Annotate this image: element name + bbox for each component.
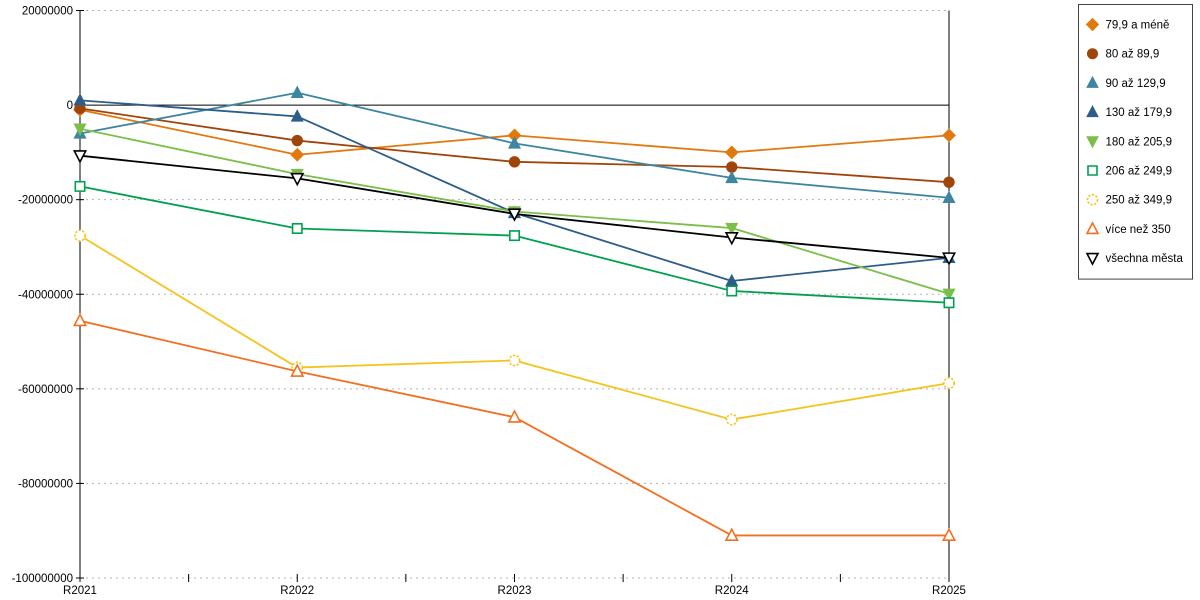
series-marker-triangle-down	[1085, 252, 1100, 266]
series-marker-circle	[508, 354, 521, 367]
y-tick-label: 0	[67, 100, 73, 112]
x-tick-label: R2024	[715, 585, 749, 597]
series-marker-triangle-up	[73, 93, 87, 106]
x-tick-label: R2025	[932, 585, 966, 597]
series-marker-triangle-up	[1086, 75, 1099, 88]
series-marker-triangle-up	[290, 85, 304, 98]
legend-item: 180 až 205,9	[1086, 136, 1173, 149]
legend-item: 90 až 129,9	[1086, 75, 1166, 90]
series-marker-circle	[74, 229, 87, 242]
series-marker-square	[1087, 165, 1098, 176]
series-marker-triangle-down	[724, 232, 739, 246]
legend-item: 130 až 179,9	[1086, 105, 1173, 119]
series-marker-diamond	[1085, 17, 1100, 32]
legend-item: všechna města	[1085, 252, 1184, 266]
series-marker-triangle-down	[1086, 136, 1099, 149]
legend-label: 130 až 179,9	[1106, 107, 1173, 119]
series-marker-circle	[508, 156, 521, 168]
series-marker-triangle-up	[72, 312, 88, 327]
y-tick-label: -60000000	[18, 384, 73, 396]
legend-label: 250 až 349,9	[1106, 195, 1173, 207]
series-6	[74, 229, 955, 426]
series-marker-square	[509, 230, 520, 242]
series-marker-triangle-down	[942, 288, 956, 302]
x-tick-label: R2022	[280, 585, 314, 597]
series-marker-triangle-up	[1085, 221, 1100, 235]
series-line	[79, 234, 950, 421]
series-marker-circle	[943, 176, 955, 188]
series-marker-triangle-down	[290, 172, 305, 187]
series-marker-diamond	[942, 128, 956, 143]
series-marker-triangle-up	[290, 363, 305, 377]
legend-label: všechna města	[1106, 253, 1184, 265]
x-tick-label: R2023	[498, 585, 532, 597]
legend-item: 79,9 a méně	[1085, 17, 1170, 32]
series-marker-triangle-up	[507, 136, 522, 149]
series-marker-square	[943, 297, 955, 309]
series-marker-triangle-up	[941, 527, 957, 541]
series-7	[72, 312, 957, 541]
series-marker-triangle-up	[1086, 105, 1099, 118]
series-8	[72, 150, 957, 266]
series-marker-square	[291, 223, 303, 235]
series-marker-circle	[1086, 193, 1099, 206]
series-marker-diamond	[290, 147, 305, 162]
legend-label: 79,9 a méně	[1106, 20, 1170, 32]
series-marker-circle	[942, 377, 955, 390]
series-marker-triangle-down	[507, 208, 522, 222]
series-marker-diamond	[724, 145, 739, 160]
series-0	[73, 102, 956, 162]
legend-item: 250 až 349,9	[1086, 193, 1173, 207]
legend-label: 80 až 89,9	[1106, 49, 1160, 61]
series-3	[73, 93, 956, 287]
series-marker-circle	[291, 134, 303, 147]
legend-label: 206 až 249,9	[1106, 166, 1173, 178]
x-tick-label: R2021	[63, 585, 97, 597]
series-1	[74, 102, 955, 188]
series-5	[74, 180, 955, 309]
legend-label: více než 350	[1106, 224, 1171, 236]
series-marker-square	[726, 285, 738, 297]
series-marker-triangle-up	[290, 109, 304, 122]
legend: 79,9 a méně 80 až 89,9 90 až 129,9 130 až 1…	[1078, 4, 1193, 280]
series-marker-triangle-down	[73, 123, 87, 137]
y-tick-label: -20000000	[18, 195, 73, 207]
y-tick-label: -40000000	[18, 289, 73, 301]
series-marker-triangle-up	[725, 170, 739, 184]
series-marker-triangle-down	[941, 252, 957, 266]
y-tick-label: -80000000	[18, 478, 73, 490]
series-line	[79, 319, 949, 537]
y-tick-label: -100000000	[12, 573, 73, 585]
series-marker-circle	[1087, 48, 1098, 60]
series-line	[79, 185, 950, 304]
series-marker-circle	[725, 413, 738, 426]
series-marker-triangle-up	[507, 409, 522, 423]
legend-label: 90 až 129,9	[1106, 78, 1166, 90]
series-marker-triangle-up	[942, 190, 956, 203]
legend-item: více než 350	[1085, 221, 1171, 236]
series-marker-triangle-down	[72, 150, 88, 164]
y-tick-label: 20000000	[22, 6, 73, 18]
legend-item: 80 až 89,9	[1087, 48, 1160, 61]
series-marker-triangle-down	[725, 222, 739, 236]
series-marker-triangle-up	[724, 527, 739, 541]
legend-item: 206 až 249,9	[1087, 165, 1173, 178]
series-marker-square	[74, 180, 86, 192]
legend-label: 180 až 205,9	[1106, 136, 1173, 148]
